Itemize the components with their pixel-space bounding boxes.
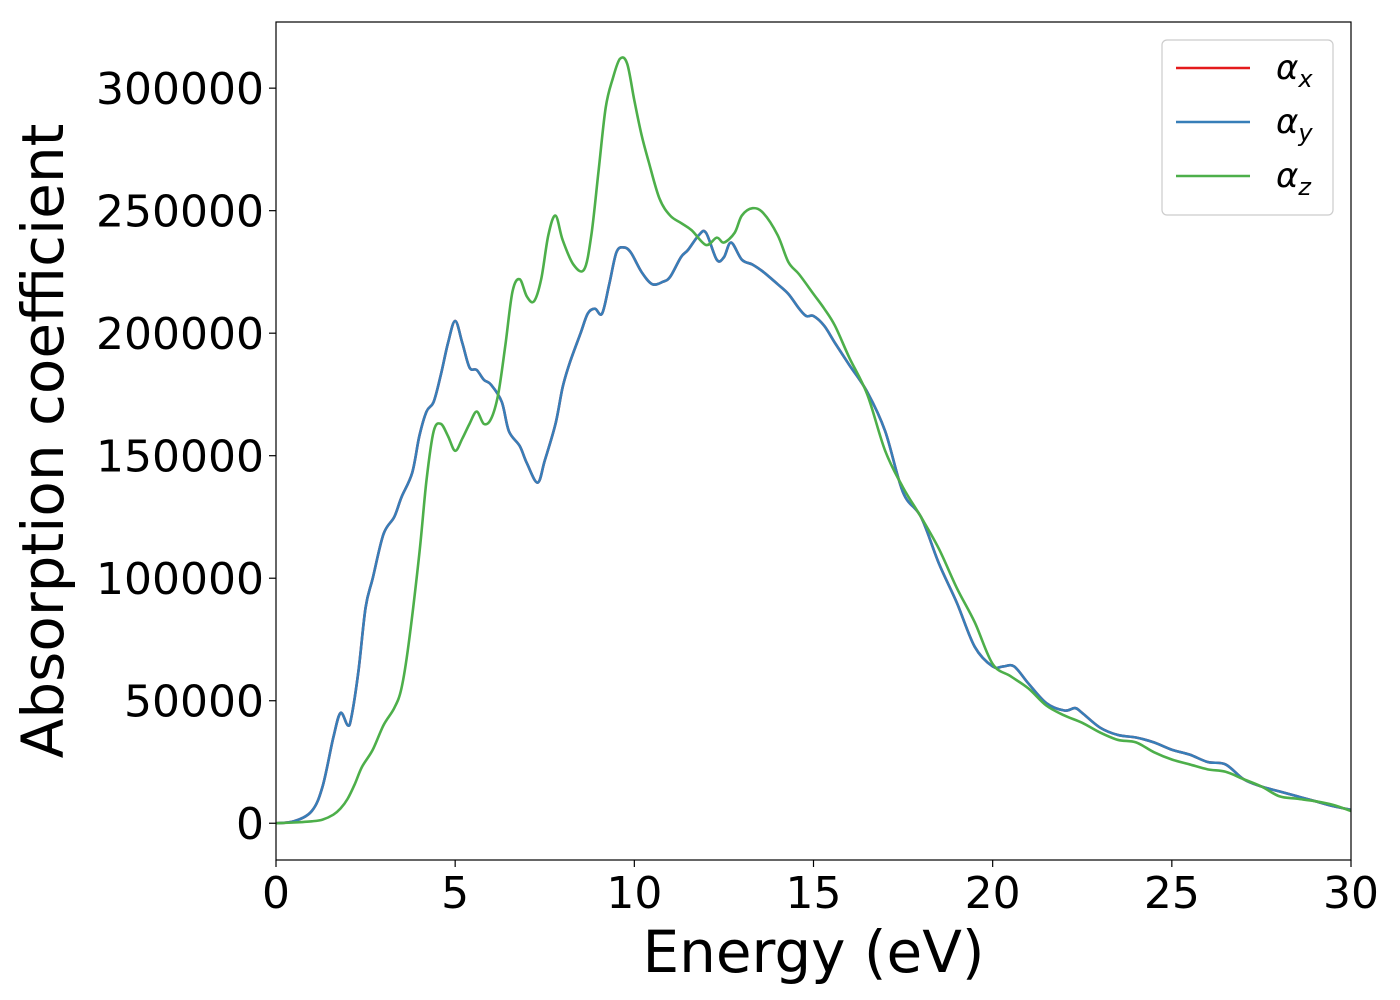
x-tick-label: 25	[1144, 868, 1200, 919]
x-tick-label: 10	[606, 868, 662, 919]
y-tick-label: 200000	[96, 309, 264, 360]
series-line-y	[276, 229, 1351, 825]
y-tick-label: 0	[236, 799, 264, 850]
legend-label-z: αz	[1276, 156, 1312, 201]
y-tick-label: 150000	[96, 432, 264, 483]
x-tick-label: 15	[786, 868, 842, 919]
series-line-x	[276, 229, 1351, 825]
y-tick-label: 250000	[96, 187, 264, 238]
y-tick-label: 300000	[96, 64, 264, 115]
x-axis-label: Energy (eV)	[642, 918, 984, 986]
x-tick-label: 20	[965, 868, 1021, 919]
y-axis-ticks: 0 50000 100000 150000 200000 250000 300000	[96, 64, 276, 850]
x-tick-label: 5	[441, 868, 469, 919]
y-tick-label: 100000	[96, 554, 264, 605]
y-tick-label: 50000	[124, 677, 264, 728]
legend: αx αy αz	[1161, 39, 1334, 216]
legend-label-y: αy	[1276, 102, 1313, 147]
legend-box	[1161, 39, 1334, 216]
x-tick-label: 0	[262, 868, 290, 919]
x-axis-ticks: 0 5 10 15 20 25 30	[262, 860, 1379, 919]
series-layer	[276, 56, 1351, 825]
y-axis-label: Absorption coefficient	[9, 124, 77, 759]
series-line-z	[276, 56, 1351, 825]
x-tick-label: 30	[1323, 868, 1379, 919]
legend-label-x: αx	[1276, 48, 1313, 93]
